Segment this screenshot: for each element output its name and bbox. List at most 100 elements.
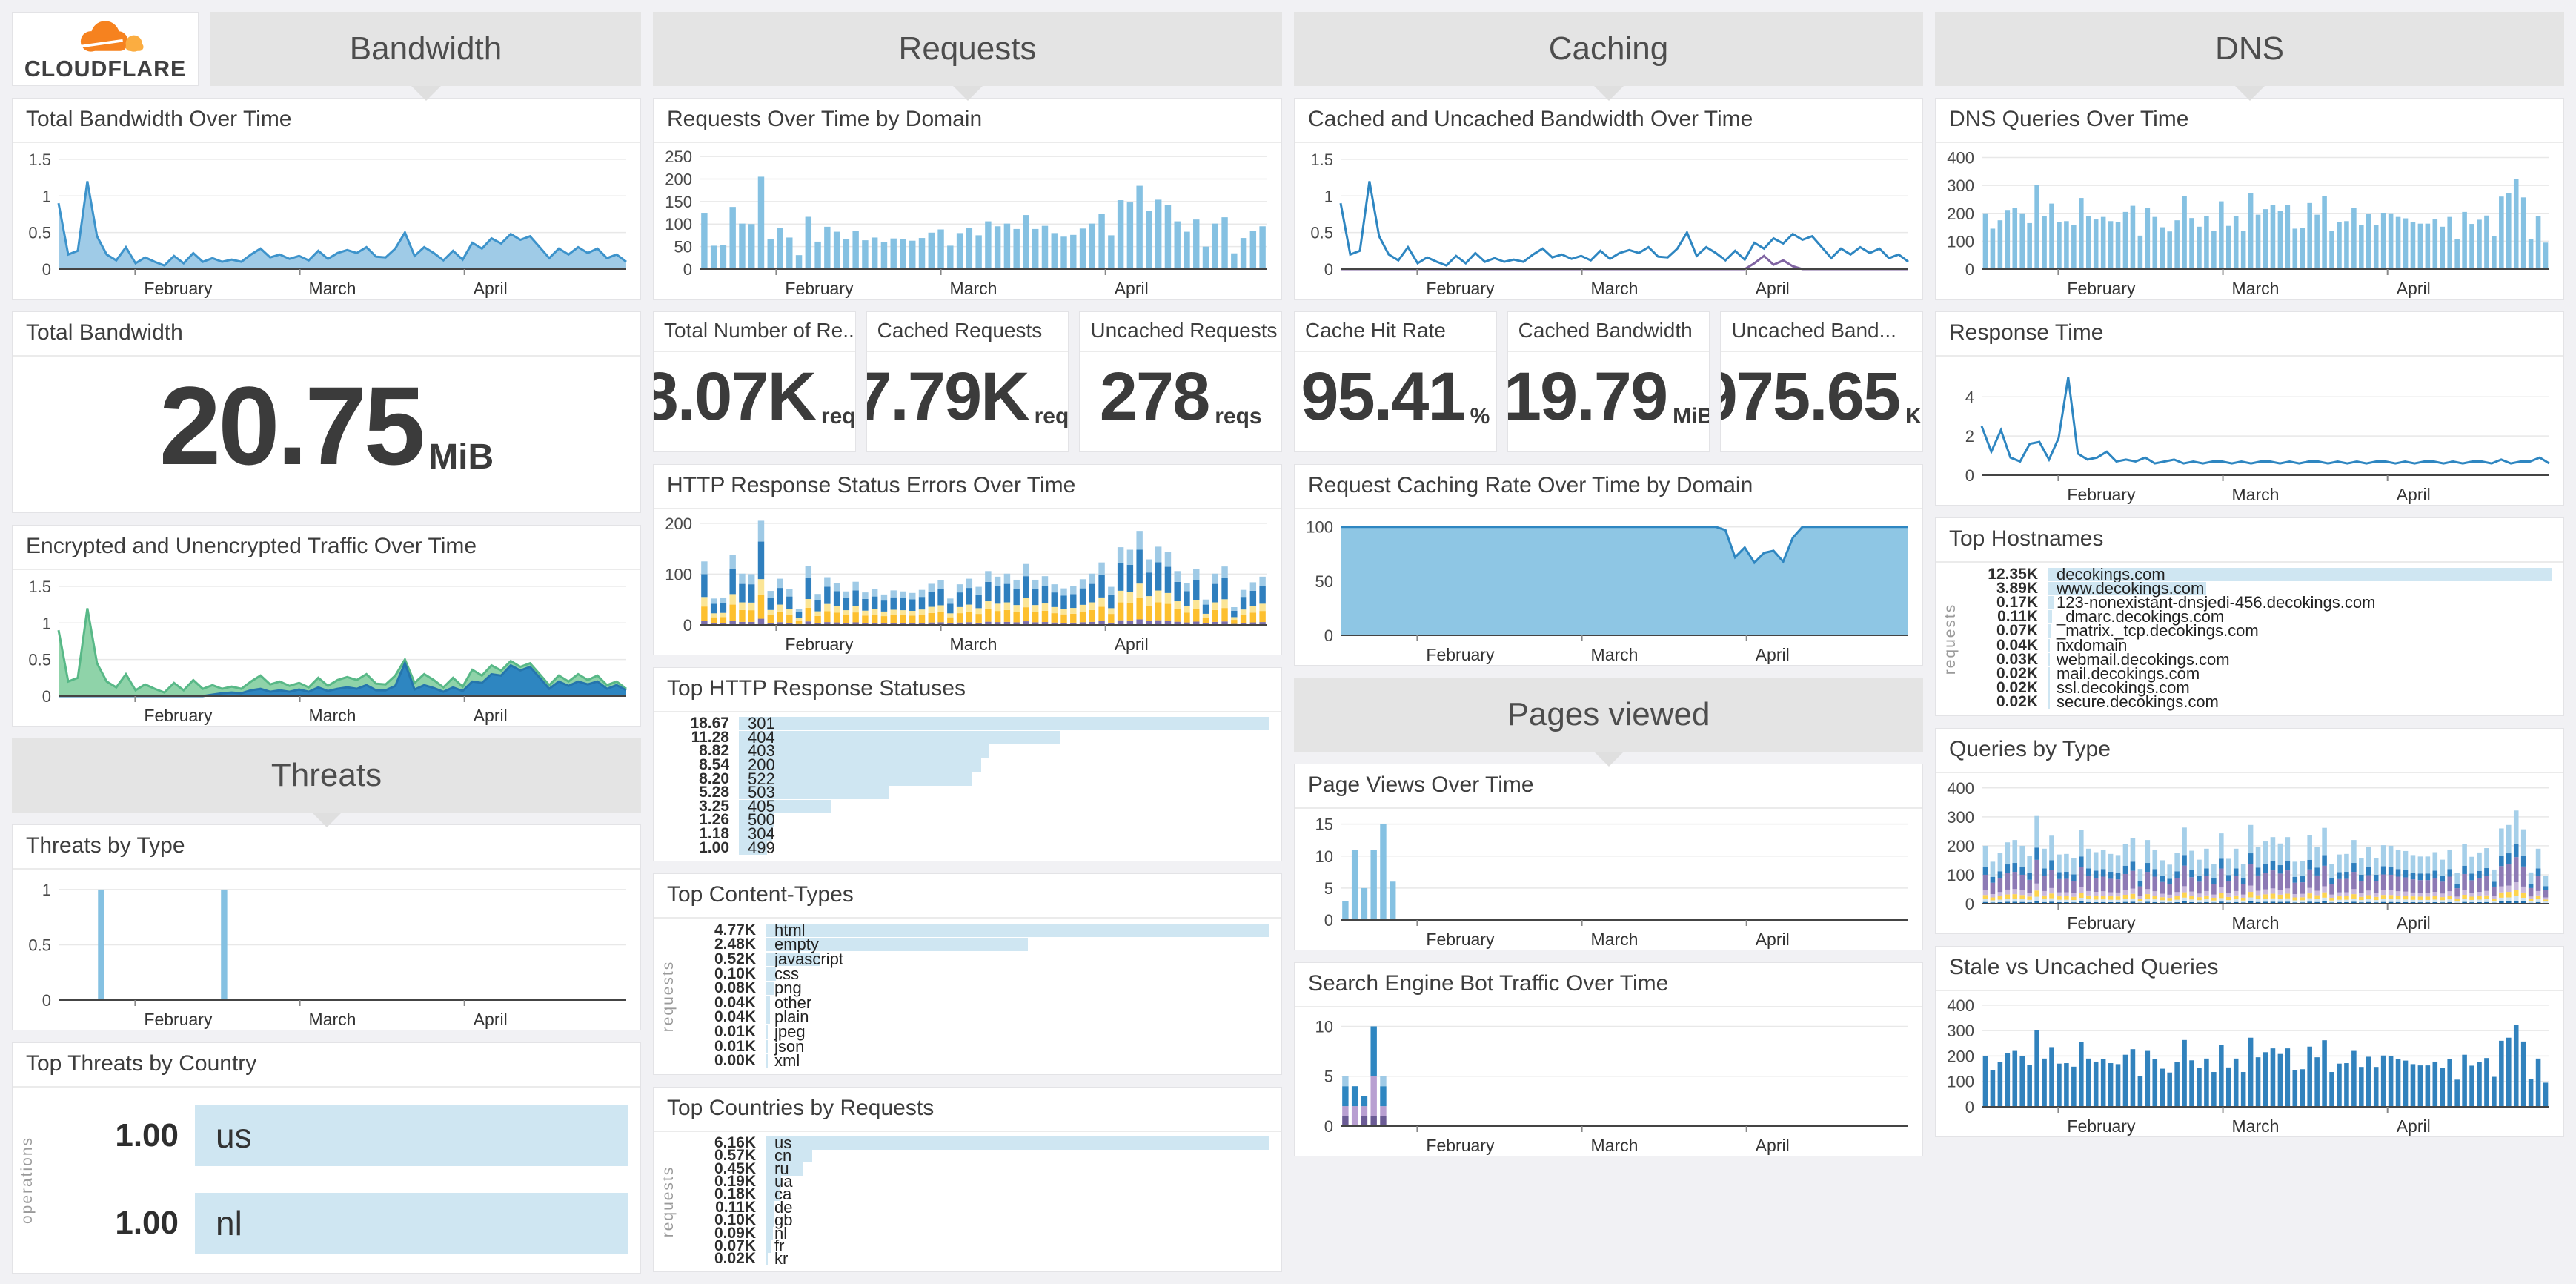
- svg-text:15: 15: [1315, 815, 1333, 834]
- card-title: DNS Queries Over Time: [1936, 99, 2563, 143]
- list-item-value: 6.16K: [714, 1134, 756, 1151]
- list-item-label: 304: [748, 824, 775, 844]
- list-item-label: 403: [748, 741, 775, 761]
- list-item-bar: [739, 827, 773, 841]
- list-item: 0.57K cn: [688, 1146, 1269, 1165]
- list-item: 12.35K decokings.com: [1970, 565, 2552, 583]
- section-header-caching: Caching: [1294, 12, 1923, 86]
- list-item: 0.45K ru: [688, 1159, 1269, 1178]
- svg-text:February: February: [144, 1010, 213, 1029]
- card-title: Response Time: [1936, 312, 2563, 357]
- card-page-views-over-time: Page Views Over Time 0 5 10 15 February March…: [1294, 764, 1923, 950]
- list-item-label: 405: [748, 796, 775, 815]
- list-item: 0.02K ssl.decokings.com: [1970, 678, 2552, 697]
- svg-text:2: 2: [1965, 427, 1974, 446]
- list-item-bar: [766, 1239, 771, 1253]
- cloudflare-logo-card: CLOUDFLARE: [12, 12, 199, 86]
- svg-text:0: 0: [1965, 1098, 1974, 1116]
- svg-text:1.5: 1.5: [28, 150, 51, 169]
- svg-text:April: April: [1115, 279, 1149, 298]
- card-top-http-statuses: Top HTTP Response Statuses 18.67 301 11.28…: [653, 667, 1282, 861]
- list-item: 1.00 us: [47, 1098, 628, 1174]
- list-item: 0.04K plain: [688, 1007, 1269, 1026]
- list-item-value: 0.45K: [714, 1159, 756, 1177]
- bandwidth-header-row: CLOUDFLARE Bandwidth: [12, 12, 641, 86]
- stat-unit: MiB: [428, 437, 494, 477]
- svg-text:0: 0: [1965, 260, 1974, 279]
- list-item: 0.01K jpeg: [688, 1022, 1269, 1041]
- svg-text:10: 10: [1315, 1017, 1333, 1036]
- card-title: Total Bandwidth Over Time: [13, 99, 640, 143]
- card-title: Cached and Uncached Bandwidth Over Time: [1295, 99, 1922, 143]
- list-item-value: 3.89K: [1996, 579, 2038, 597]
- card-title: Cached Requests: [866, 312, 1069, 352]
- list-item-bar: [2048, 667, 2050, 681]
- list-item-bar: [766, 1039, 768, 1053]
- list-item: 0.09K nl: [688, 1224, 1269, 1242]
- list-item-value: 8.20: [699, 770, 729, 787]
- list-item-bar: [739, 813, 775, 827]
- list-item-bar: [766, 1188, 780, 1202]
- svg-text:0: 0: [1324, 260, 1333, 279]
- top-http-statuses-list: 18.67 301 11.28 404 8.82 403 8.54 200 8.20 522 5.2…: [654, 712, 1281, 861]
- stat-value: 7.79K reqs: [867, 352, 1069, 451]
- svg-text:50: 50: [674, 238, 692, 257]
- list-item-label: 522: [748, 769, 775, 788]
- list-item: 0.52K javascript: [688, 950, 1269, 968]
- list-item-value: 0.07K: [714, 1237, 756, 1254]
- svg-text:March: March: [309, 706, 356, 725]
- list-item-bar: [766, 952, 821, 966]
- list-item-value: 0.04K: [714, 1008, 756, 1026]
- list-item: 18.67 301: [661, 714, 1269, 732]
- list-item: 1.00 499: [661, 838, 1269, 857]
- card-dns-queries-over-time: DNS Queries Over Time 0 100 200 300 400 Febru…: [1935, 98, 2564, 300]
- card-title: Queries by Type: [1936, 729, 2563, 773]
- card-encrypted-traffic: Encrypted and Unencrypted Traffic Over T…: [12, 525, 641, 727]
- svg-text:February: February: [1426, 279, 1495, 298]
- svg-text:March: March: [2232, 913, 2280, 933]
- svg-text:200: 200: [1947, 205, 1974, 223]
- svg-text:1.5: 1.5: [1310, 150, 1333, 169]
- list-item-bar: [766, 1054, 768, 1068]
- list-item-label: us: [216, 1116, 252, 1155]
- list-item-label: _dmarc.decokings.com: [2057, 607, 2225, 626]
- top-content-types-list: requests 4.77K html 2.48K empty 0.52K javascri…: [654, 919, 1281, 1074]
- list-item-bar: [766, 1214, 774, 1228]
- list-item-label: nl: [216, 1204, 242, 1242]
- request-caching-rate-chart: 0 50 100 February March April: [1306, 518, 1908, 664]
- list-axis-label: requests: [660, 960, 677, 1033]
- list-item-label: json: [774, 1036, 805, 1056]
- svg-text:300: 300: [1947, 176, 1974, 195]
- card-title: Search Engine Bot Traffic Over Time: [1295, 963, 1922, 1007]
- svg-text:100: 100: [1947, 1073, 1974, 1091]
- card-total-bandwidth-stat: Total Bandwidth 20.75 MiB: [12, 311, 641, 513]
- list-item-bar: [195, 1193, 628, 1254]
- stat-number: 278: [1099, 359, 1210, 434]
- stat-unit: MiB: [1673, 404, 1710, 428]
- list-item-value: 0.52K: [714, 950, 756, 967]
- stat-value: 95.41 %: [1295, 352, 1496, 451]
- svg-text:February: February: [785, 635, 854, 654]
- list-item-value: 0.57K: [714, 1147, 756, 1165]
- list-item: 11.28 404: [661, 728, 1269, 747]
- card-title: Top HTTP Response Statuses: [654, 668, 1281, 712]
- list-item-value: 8.54: [699, 756, 729, 774]
- svg-text:200: 200: [665, 170, 692, 188]
- list-item-value: 0.01K: [714, 1022, 756, 1040]
- svg-text:100: 100: [665, 215, 692, 234]
- card-top-countries: Top Countries by Requests requests 6.16K u…: [653, 1087, 1282, 1272]
- svg-text:100: 100: [1947, 866, 1974, 884]
- list-item-label: 123-nonexistant-dnsjedi-456.decokings.co…: [2057, 593, 2376, 612]
- stat-unit: KiB: [1905, 404, 1922, 428]
- card-title: Top Hostnames: [1936, 518, 2563, 563]
- list-item-label: png: [774, 979, 802, 998]
- card-total-bandwidth-over-time: Total Bandwidth Over Time 0 0.5 1 1.5 Februa…: [12, 98, 641, 300]
- list-item-value: 4.77K: [714, 921, 756, 939]
- bot-traffic-chart: 0 5 10 February March April: [1315, 1017, 1908, 1155]
- list-item-bar: [766, 1252, 768, 1266]
- svg-text:1: 1: [42, 881, 51, 899]
- list-item-label: other: [774, 993, 812, 1012]
- list-item-value: 0.11K: [1997, 608, 2038, 626]
- stat-unit: reqs: [1215, 404, 1262, 428]
- svg-text:400: 400: [1947, 149, 1974, 168]
